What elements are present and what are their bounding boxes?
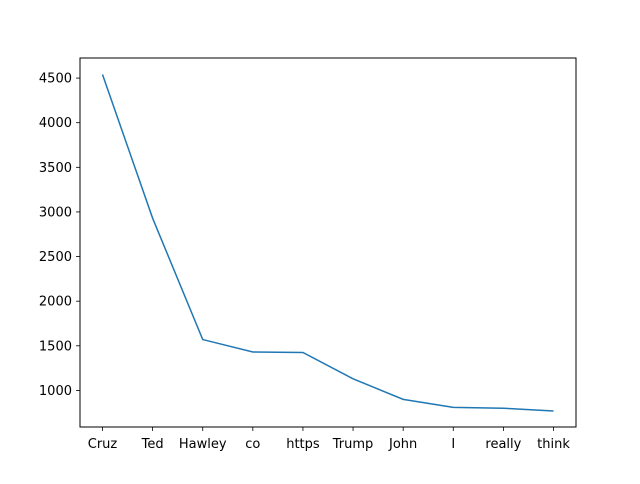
x-tick-label: really [485, 437, 521, 452]
x-tick-label: https [286, 437, 320, 452]
y-tick-label: 1500 [39, 339, 72, 354]
plot-area [101, 74, 554, 412]
y-axis: 1000 1500 2000 2500 3000 3500 4000 4500 [39, 72, 80, 399]
y-tick-label: 3000 [39, 205, 72, 220]
y-tick-label: 4000 [39, 116, 72, 131]
x-tick-label: I [451, 437, 455, 452]
plot-frame [79, 57, 577, 428]
x-tick-label: Cruz [88, 437, 118, 452]
x-tick-label: think [537, 437, 570, 452]
x-tick-label: co [245, 437, 260, 452]
y-tick-label: 1000 [39, 384, 72, 399]
y-tick-label: 2500 [39, 250, 72, 265]
x-tick-label: Trump [332, 437, 374, 452]
y-tick-label: 2000 [39, 295, 72, 310]
x-tick-label: John [388, 437, 417, 452]
x-tick-label: Ted [141, 437, 164, 452]
y-tick-label: 4500 [39, 72, 72, 87]
y-tick-label: 3500 [39, 161, 72, 176]
series-line [101, 74, 554, 412]
x-tick-label: Hawley [179, 437, 227, 452]
